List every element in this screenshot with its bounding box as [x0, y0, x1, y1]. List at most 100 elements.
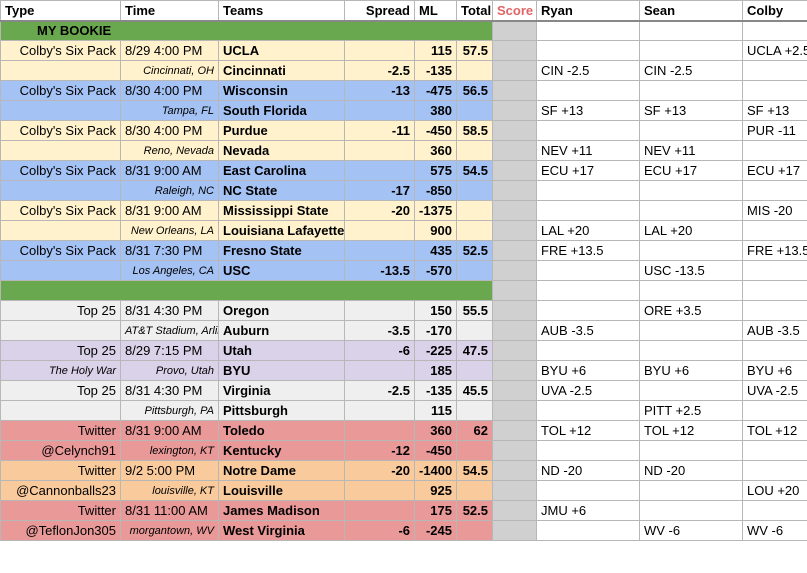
score-cell[interactable]: [492, 160, 537, 181]
score-cell[interactable]: [492, 40, 537, 61]
pick-ryan-cell[interactable]: [536, 200, 640, 221]
ml-cell[interactable]: 925: [414, 480, 457, 501]
pick-colby-cell[interactable]: UCLA +2.5: [742, 40, 807, 61]
team-cell[interactable]: Notre Dame: [218, 460, 345, 481]
spread-cell[interactable]: -17: [344, 180, 415, 201]
score-cell[interactable]: [492, 320, 537, 341]
pick-cell[interactable]: [742, 280, 807, 301]
spread-cell[interactable]: [344, 140, 415, 161]
pick-ryan-cell[interactable]: [536, 180, 640, 201]
location-cell[interactable]: Provo, Utah: [120, 360, 219, 381]
ml-cell[interactable]: -170: [414, 320, 457, 341]
team-cell[interactable]: Oregon: [218, 300, 345, 321]
time-cell[interactable]: 8/31 11:00 AM: [120, 500, 219, 521]
total-cell[interactable]: 56.5: [456, 80, 493, 101]
pick-sean-cell[interactable]: [639, 240, 743, 261]
total-cell[interactable]: [456, 200, 493, 221]
type-cell[interactable]: [0, 400, 121, 421]
team-cell[interactable]: UCLA: [218, 40, 345, 61]
pick-colby-cell[interactable]: [742, 300, 807, 321]
type-cell[interactable]: [0, 100, 121, 121]
team-cell[interactable]: South Florida: [218, 100, 345, 121]
pick-ryan-cell[interactable]: [536, 80, 640, 101]
pick-colby-cell[interactable]: WV -6: [742, 520, 807, 541]
team-cell[interactable]: East Carolina: [218, 160, 345, 181]
spread-cell[interactable]: -3.5: [344, 320, 415, 341]
pick-ryan-cell[interactable]: ECU +17: [536, 160, 640, 181]
ml-cell[interactable]: 380: [414, 100, 457, 121]
score-cell[interactable]: [492, 20, 537, 41]
pick-ryan-cell[interactable]: ND -20: [536, 460, 640, 481]
ml-cell[interactable]: -450: [414, 440, 457, 461]
team-cell[interactable]: USC: [218, 260, 345, 281]
total-cell[interactable]: 47.5: [456, 340, 493, 361]
total-cell[interactable]: 54.5: [456, 460, 493, 481]
score-cell[interactable]: [492, 420, 537, 441]
ml-cell[interactable]: -245: [414, 520, 457, 541]
score-cell[interactable]: [492, 480, 537, 501]
team-cell[interactable]: Louisville: [218, 480, 345, 501]
score-cell[interactable]: [492, 300, 537, 321]
team-cell[interactable]: Pittsburgh: [218, 400, 345, 421]
type-cell[interactable]: [0, 180, 121, 201]
team-cell[interactable]: Mississippi State: [218, 200, 345, 221]
type-cell[interactable]: Colby's Six Pack: [0, 240, 121, 261]
team-cell[interactable]: Kentucky: [218, 440, 345, 461]
location-cell[interactable]: lexington, KT: [120, 440, 219, 461]
pick-ryan-cell[interactable]: CIN -2.5: [536, 60, 640, 81]
pick-cell[interactable]: [536, 20, 640, 41]
type-cell[interactable]: @TeflonJon305: [0, 520, 121, 541]
score-cell[interactable]: [492, 200, 537, 221]
pick-sean-cell[interactable]: WV -6: [639, 520, 743, 541]
header-score[interactable]: Score: [492, 0, 537, 22]
total-cell[interactable]: 52.5: [456, 240, 493, 261]
location-cell[interactable]: Los Angeles, CA: [120, 260, 219, 281]
spread-cell[interactable]: [344, 160, 415, 181]
spread-cell[interactable]: -13: [344, 80, 415, 101]
total-cell[interactable]: 54.5: [456, 160, 493, 181]
spread-cell[interactable]: -2.5: [344, 380, 415, 401]
section-label[interactable]: MY BOOKIE: [0, 20, 493, 41]
pick-cell[interactable]: [639, 20, 743, 41]
pick-colby-cell[interactable]: [742, 220, 807, 241]
type-cell[interactable]: Colby's Six Pack: [0, 120, 121, 141]
score-cell[interactable]: [492, 340, 537, 361]
pick-sean-cell[interactable]: NEV +11: [639, 140, 743, 161]
pick-ryan-cell[interactable]: [536, 40, 640, 61]
pick-ryan-cell[interactable]: [536, 520, 640, 541]
total-cell[interactable]: [456, 260, 493, 281]
ml-cell[interactable]: -1375: [414, 200, 457, 221]
pick-sean-cell[interactable]: LAL +20: [639, 220, 743, 241]
score-cell[interactable]: [492, 100, 537, 121]
type-cell[interactable]: Twitter: [0, 460, 121, 481]
ml-cell[interactable]: 150: [414, 300, 457, 321]
location-cell[interactable]: Tampa, FL: [120, 100, 219, 121]
pick-sean-cell[interactable]: [639, 120, 743, 141]
pick-colby-cell[interactable]: FRE +13.5: [742, 240, 807, 261]
location-cell[interactable]: Raleigh, NC: [120, 180, 219, 201]
score-cell[interactable]: [492, 440, 537, 461]
pick-colby-cell[interactable]: UVA -2.5: [742, 380, 807, 401]
pick-colby-cell[interactable]: [742, 460, 807, 481]
pick-sean-cell[interactable]: BYU +6: [639, 360, 743, 381]
time-cell[interactable]: 8/29 4:00 PM: [120, 40, 219, 61]
type-cell[interactable]: @Cannonballs23: [0, 480, 121, 501]
time-cell[interactable]: 8/30 4:00 PM: [120, 120, 219, 141]
pick-sean-cell[interactable]: [639, 440, 743, 461]
location-cell[interactable]: Reno, Nevada: [120, 140, 219, 161]
ml-cell[interactable]: 175: [414, 500, 457, 521]
team-cell[interactable]: Fresno State: [218, 240, 345, 261]
pick-colby-cell[interactable]: [742, 80, 807, 101]
score-cell[interactable]: [492, 220, 537, 241]
total-cell[interactable]: [456, 100, 493, 121]
total-cell[interactable]: [456, 320, 493, 341]
spread-cell[interactable]: [344, 480, 415, 501]
header-sean[interactable]: Sean: [639, 0, 743, 22]
pick-ryan-cell[interactable]: [536, 400, 640, 421]
ml-cell[interactable]: 900: [414, 220, 457, 241]
type-cell[interactable]: Colby's Six Pack: [0, 200, 121, 221]
pick-sean-cell[interactable]: [639, 200, 743, 221]
pick-ryan-cell[interactable]: FRE +13.5: [536, 240, 640, 261]
location-cell[interactable]: New Orleans, LA: [120, 220, 219, 241]
pick-sean-cell[interactable]: [639, 320, 743, 341]
